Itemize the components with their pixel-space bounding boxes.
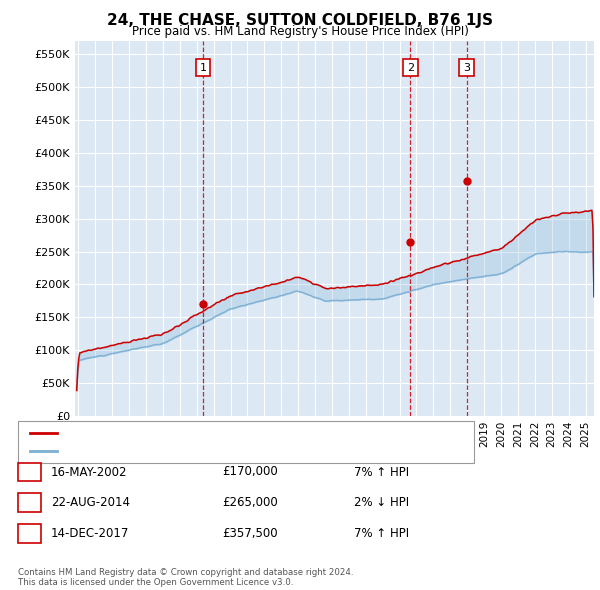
Text: 16-MAY-2002: 16-MAY-2002 <box>51 466 128 478</box>
Text: 2: 2 <box>26 496 33 509</box>
Text: Contains HM Land Registry data © Crown copyright and database right 2024.
This d: Contains HM Land Registry data © Crown c… <box>18 568 353 587</box>
Text: 3: 3 <box>463 63 470 73</box>
Text: 2: 2 <box>407 63 414 73</box>
Text: £265,000: £265,000 <box>222 496 278 509</box>
Text: 24, THE CHASE, SUTTON COLDFIELD, B76 1JS (detached house): 24, THE CHASE, SUTTON COLDFIELD, B76 1JS… <box>63 428 380 438</box>
Text: Price paid vs. HM Land Registry's House Price Index (HPI): Price paid vs. HM Land Registry's House … <box>131 25 469 38</box>
Text: 3: 3 <box>26 527 33 540</box>
Text: 22-AUG-2014: 22-AUG-2014 <box>51 496 130 509</box>
Text: £357,500: £357,500 <box>222 527 278 540</box>
Text: 7% ↑ HPI: 7% ↑ HPI <box>354 466 409 478</box>
Text: 24, THE CHASE, SUTTON COLDFIELD, B76 1JS: 24, THE CHASE, SUTTON COLDFIELD, B76 1JS <box>107 13 493 28</box>
Text: 2% ↓ HPI: 2% ↓ HPI <box>354 496 409 509</box>
Text: 7% ↑ HPI: 7% ↑ HPI <box>354 527 409 540</box>
Text: 14-DEC-2017: 14-DEC-2017 <box>51 527 130 540</box>
Text: HPI: Average price, detached house, Birmingham: HPI: Average price, detached house, Birm… <box>63 446 308 456</box>
Text: 1: 1 <box>199 63 206 73</box>
Text: 1: 1 <box>26 466 33 478</box>
Text: £170,000: £170,000 <box>222 466 278 478</box>
